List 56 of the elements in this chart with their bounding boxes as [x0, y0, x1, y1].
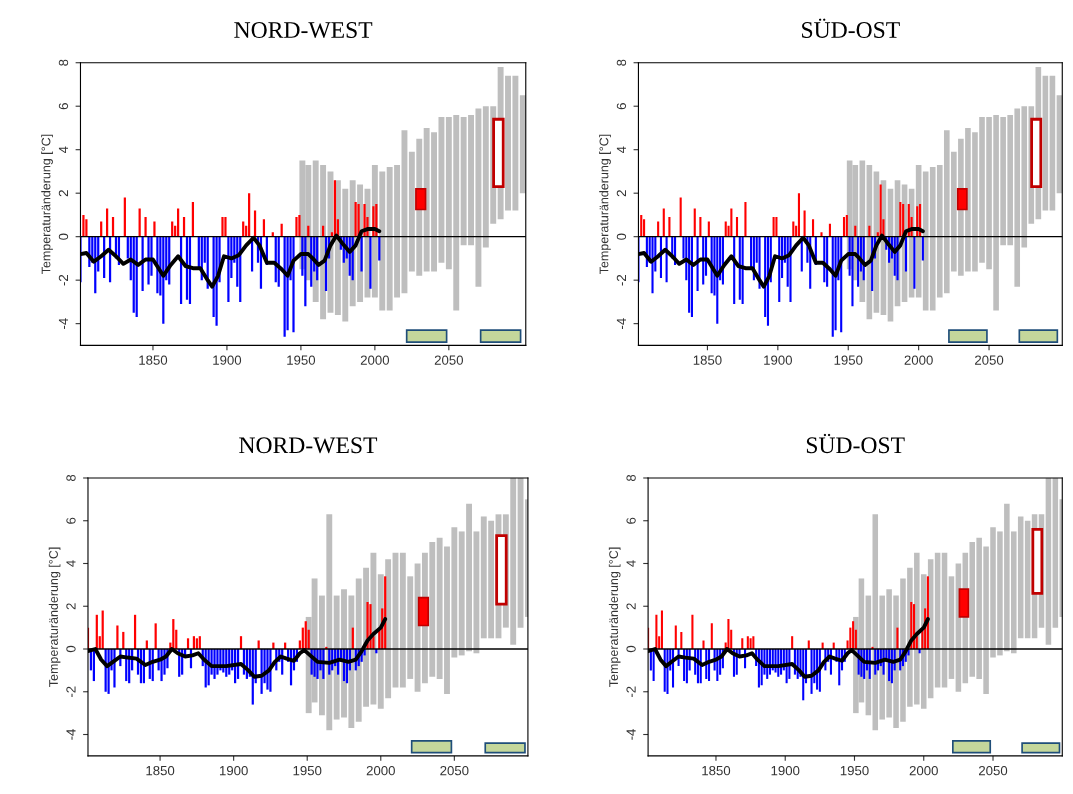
x-tick-label: 1900: [219, 765, 248, 776]
x-tick-label: 2000: [904, 355, 933, 365]
x-tick-label: 1850: [702, 765, 731, 776]
y-tick-label: 0: [626, 645, 636, 653]
y-tick-label: 0: [66, 645, 76, 653]
x-tick-label: 2000: [366, 765, 395, 776]
y-tick-label: 2: [66, 603, 76, 610]
y-axis-title: Temperaturänderung [°C]: [599, 134, 611, 275]
x-tick-label: 2050: [975, 355, 1004, 365]
y-tick-label: 8: [66, 474, 76, 482]
x-tick-label: 1900: [764, 355, 792, 365]
x-tick-label: 2050: [979, 765, 1008, 776]
y-tick-label: 4: [66, 560, 76, 567]
y-axis-title: Temperaturänderung [°C]: [48, 547, 61, 687]
y-tick-label: 6: [58, 103, 69, 110]
x-tick-label: 2000: [909, 765, 938, 776]
x-tick-label: 1850: [139, 355, 168, 365]
x-tick-label: 1850: [146, 765, 175, 776]
y-tick-label: 6: [616, 103, 627, 110]
y-tick-label: 8: [58, 59, 69, 66]
y-axis-title: Temperaturänderung [°C]: [608, 547, 621, 687]
y-tick-label: 2: [626, 603, 636, 610]
y-tick-label: -2: [616, 274, 626, 286]
y-tick-label: 6: [66, 517, 76, 524]
y-tick-label: 4: [626, 560, 636, 567]
x-tick-label: 2000: [360, 355, 390, 365]
y-tick-label: 4: [616, 146, 626, 154]
x-tick-label: 2050: [434, 355, 463, 365]
y-tick-label: 2: [58, 190, 69, 197]
y-tick-label: 4: [58, 146, 69, 154]
y-tick-label: 2: [616, 190, 626, 197]
y-tick-label: -4: [66, 729, 76, 740]
y-axis-title: Temperaturänderung [°C]: [41, 134, 53, 275]
x-tick-label: 1900: [213, 355, 242, 365]
y-tick-label: -4: [58, 318, 69, 329]
x-tick-label: 1950: [287, 355, 316, 365]
chart-title: NORD-WEST: [239, 437, 378, 454]
y-tick-label: 0: [616, 233, 627, 240]
chart-title: NORD-WEST: [234, 22, 373, 39]
x-tick-label: 1950: [840, 765, 869, 776]
y-tick-label: 8: [616, 59, 627, 66]
x-tick-label: 1950: [834, 355, 863, 365]
chart-title: SÜD-OST: [802, 18, 900, 38]
x-tick-label: 1950: [293, 765, 322, 776]
y-tick-label: -2: [58, 274, 69, 286]
chart-title: SÜD-OST: [806, 433, 905, 454]
x-tick-label: 1900: [771, 765, 800, 776]
y-tick-label: -4: [626, 729, 636, 740]
y-tick-label: -2: [626, 686, 636, 698]
y-tick-label: 8: [626, 474, 636, 482]
y-tick-label: -4: [616, 318, 626, 329]
y-tick-label: 0: [58, 233, 69, 240]
y-tick-label: -2: [66, 686, 76, 698]
y-tick-label: 6: [626, 517, 636, 524]
x-tick-label: 1850: [693, 355, 722, 365]
x-tick-label: 2050: [440, 765, 469, 776]
